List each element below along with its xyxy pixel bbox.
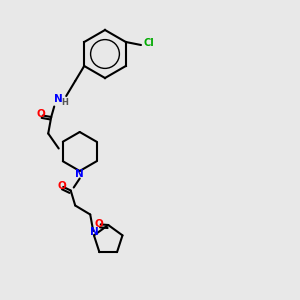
Text: O: O — [94, 218, 103, 229]
Text: O: O — [36, 109, 45, 119]
Text: N: N — [54, 94, 63, 104]
Text: H: H — [61, 98, 68, 107]
Text: N: N — [90, 227, 99, 237]
Text: Cl: Cl — [143, 38, 154, 49]
Text: O: O — [57, 181, 66, 191]
Text: N: N — [75, 169, 84, 179]
